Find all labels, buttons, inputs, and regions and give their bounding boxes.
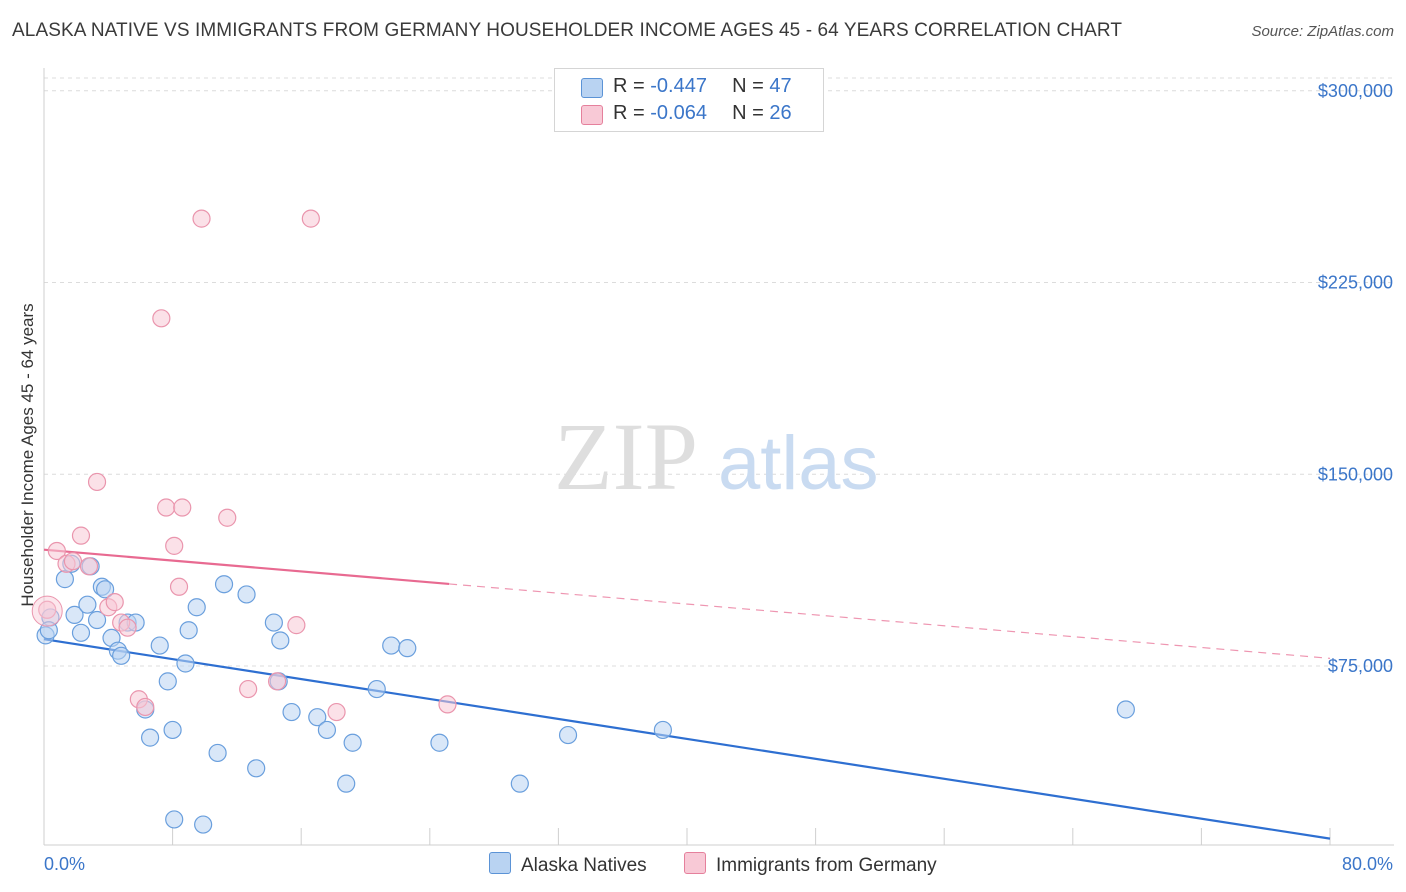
alaska-natives-point [1116, 700, 1135, 719]
immigrants-germany-point [79, 557, 99, 576]
alaska-natives-point [430, 733, 449, 752]
immigrants-germany-point [165, 536, 184, 555]
immigrants-germany-point [327, 702, 346, 722]
alaska-natives-point [382, 636, 401, 655]
tick-labels: $75,000 $150,000 $225,000 $300,000 0.0% 80.0% [44, 81, 1393, 874]
alaska-natives-point [179, 621, 198, 640]
legend-r-label: R = [613, 102, 651, 124]
x-tick-label-max: 80.0% [1342, 854, 1393, 874]
alaska-natives-point [214, 575, 234, 594]
y-tick-label: $75,000 [1328, 656, 1393, 676]
immigrants-germany-point [169, 577, 189, 596]
immigrants-germany-point [157, 498, 176, 517]
legend-n-value: 47 [769, 75, 792, 97]
legend-r-label: R = [613, 75, 651, 97]
alaska-natives-point [176, 654, 195, 673]
alaska-natives-point [194, 815, 213, 834]
immigrants-germany-trend-line [43, 548, 450, 586]
immigrants-germany-point [218, 508, 237, 527]
alaska-natives-point [367, 679, 386, 699]
legend-n-label: N = [732, 102, 770, 124]
immigrants-germany-point [301, 209, 320, 228]
legend-r-value: -0.064 [650, 102, 707, 124]
immigrants-germany-point [38, 600, 57, 619]
x-tick-label-min: 0.0% [44, 854, 85, 874]
alaska-natives-point [163, 720, 182, 740]
legend-n-label: N = [732, 75, 770, 97]
alaska-natives-point [55, 570, 74, 589]
alaska-natives-point [398, 639, 417, 658]
bottom-legend-swatch-germany [684, 852, 706, 874]
alaska-natives-point [158, 672, 177, 691]
immigrants-germany-point [192, 209, 211, 228]
immigrants-germany-point [71, 526, 91, 545]
bottom-legend-label-germany: Immigrants from Germany [716, 855, 937, 876]
alaska-natives-point [653, 720, 672, 740]
y-tick-label: $300,000 [1318, 81, 1393, 101]
alaska-natives-point [78, 595, 97, 614]
bottom-legend-label-alaska: Alaska Natives [521, 855, 647, 876]
correlation-legend: R = -0.447 N = 47 R = -0.064 N = 26 [554, 68, 824, 132]
alaska-natives-point [337, 774, 356, 793]
legend-swatch-alaska-natives [581, 78, 603, 98]
watermark-atlas: atlas [718, 421, 879, 506]
source-label: Source: ZipAtlas.com [1251, 23, 1394, 40]
y-tick-label: $150,000 [1318, 464, 1393, 484]
trend-lines [43, 548, 1331, 840]
alaska-natives-point [343, 733, 362, 752]
immigrants-germany-trend-line-dashed [449, 583, 1331, 659]
bottom-legend-immigrants-germany: Immigrants from Germany [684, 852, 937, 877]
alaska-natives-point [558, 725, 578, 745]
legend-swatch-immigrants-germany [581, 105, 603, 125]
immigrants-germany-point [63, 552, 83, 571]
alaska-natives-point [65, 605, 84, 625]
alaska-natives-point [264, 613, 283, 632]
bottom-legend-alaska-natives: Alaska Natives [489, 852, 647, 877]
data-points [31, 209, 1135, 834]
immigrants-germany-point [287, 616, 306, 635]
alaska-natives-point [71, 623, 91, 642]
immigrants-germany-point [239, 679, 258, 699]
bottom-legend-swatch-alaska [489, 852, 511, 874]
axes [43, 68, 1394, 846]
alaska-natives-point [317, 720, 337, 740]
legend-r-value: -0.447 [650, 75, 707, 97]
immigrants-germany-point [267, 672, 287, 691]
alaska-natives-point [271, 631, 290, 650]
alaska-natives-point [150, 636, 169, 655]
alaska-natives-point [95, 580, 115, 599]
grid-lines [44, 77, 1394, 667]
alaska-natives-point [187, 598, 206, 617]
immigrants-germany-point [118, 618, 137, 637]
alaska-natives-point [308, 708, 327, 727]
alaska-natives-point [282, 702, 301, 722]
alaska-natives-point [247, 759, 266, 778]
alaska-natives-trend-line [43, 638, 1331, 840]
immigrants-germany-point [173, 498, 192, 517]
immigrants-germany-point [47, 541, 66, 561]
immigrants-germany-point [105, 593, 124, 612]
alaska-natives-point [112, 646, 131, 665]
alaska-natives-point [237, 585, 256, 604]
immigrants-germany-point-large [31, 595, 63, 627]
chart-title: ALASKA NATIVE VS IMMIGRANTS FROM GERMANY… [12, 20, 1123, 41]
y-tick-label: $225,000 [1318, 273, 1393, 293]
immigrants-germany-point [136, 697, 155, 717]
alaska-natives-point [208, 743, 227, 763]
immigrants-germany-point [152, 309, 171, 328]
immigrants-germany-point [438, 695, 457, 714]
legend-n-value: 26 [769, 102, 792, 124]
alaska-natives-point [165, 810, 184, 829]
alaska-natives-point [140, 728, 160, 747]
alaska-natives-point [87, 610, 107, 630]
alaska-natives-point [510, 774, 529, 793]
y-axis-label: Householder Income Ages 45 - 64 years [18, 303, 37, 607]
watermark-zip: ZIP [554, 403, 698, 510]
watermark: ZIP atlas [554, 403, 879, 510]
immigrants-germany-point [87, 472, 107, 492]
